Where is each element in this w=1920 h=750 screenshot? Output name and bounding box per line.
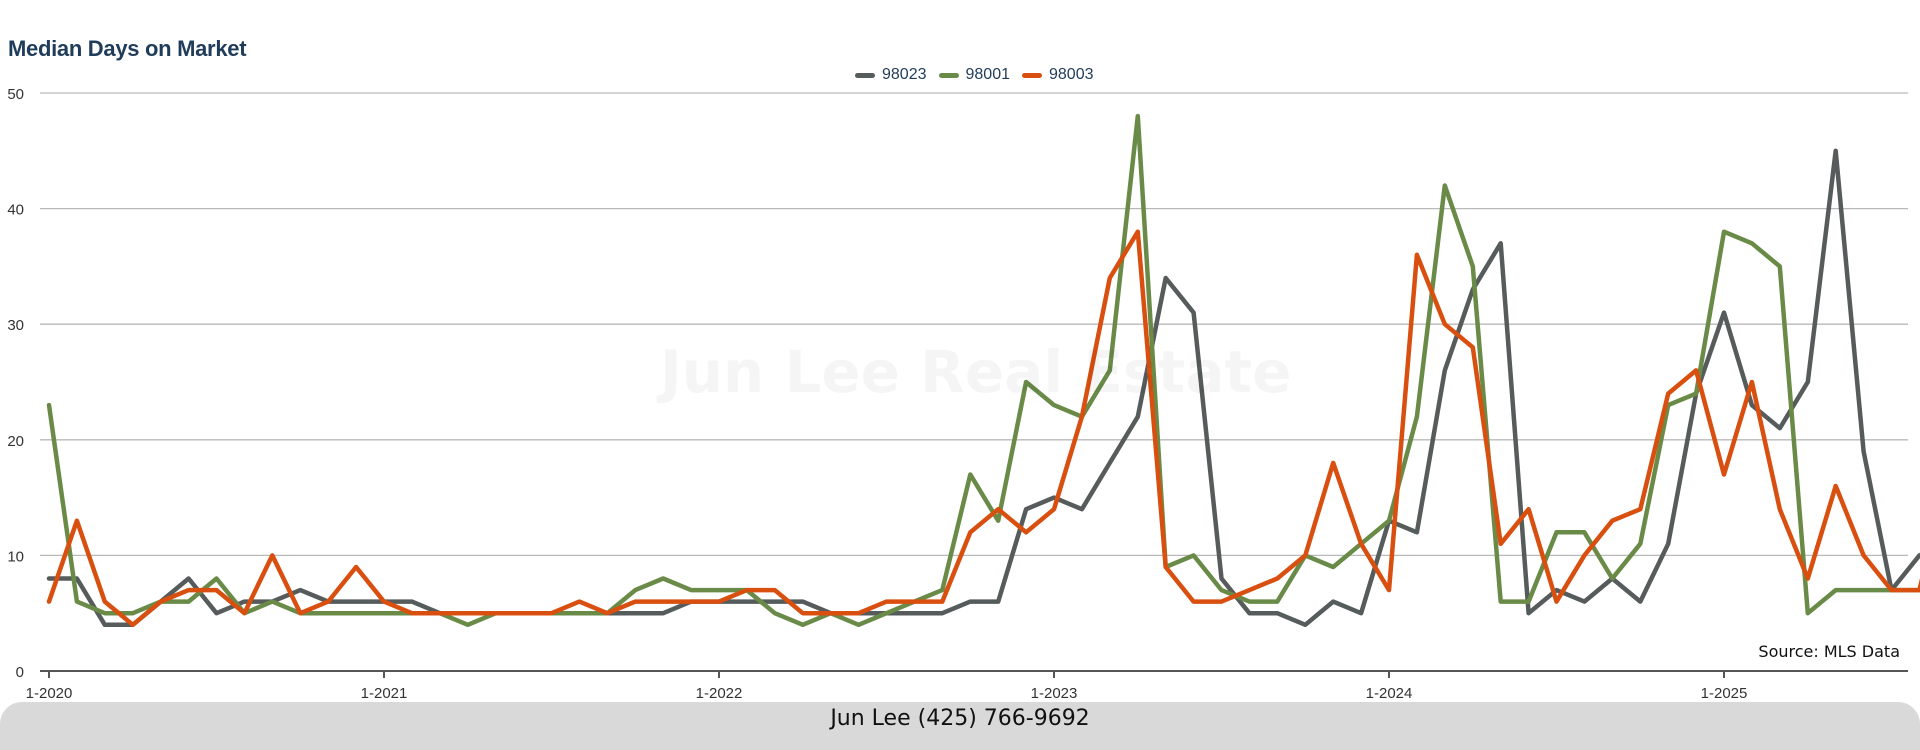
chart-title: Median Days on Market [8, 36, 247, 61]
y-tick-label: 0 [16, 664, 24, 681]
y-tick-label: 40 [7, 202, 24, 219]
y-tick-label: 50 [7, 86, 24, 103]
chart-plot: 0 10 20 30 40 50 1-2020 1-2021 1-2022 1-2023 1-202… [7, 86, 1920, 702]
legend-label: 98001 [965, 66, 1011, 83]
x-tick-label: 1-2022 [696, 685, 743, 702]
legend-swatch [938, 72, 959, 78]
footer-bar [0, 702, 1920, 750]
legend-label: 98023 [882, 66, 927, 83]
series-line-98023 [46, 148, 1920, 628]
series-line-98003 [46, 229, 1920, 628]
x-tick-label: 1-2020 [26, 685, 73, 702]
x-tick-label: 1-2023 [1031, 685, 1078, 702]
x-tick-label: 1-2024 [1366, 685, 1413, 702]
legend-item-98001[interactable]: 98001 [938, 66, 1011, 84]
legend-label: 98003 [1049, 66, 1094, 83]
legend-item-98003[interactable]: 98003 [1022, 66, 1094, 84]
x-tick-label: 1-2021 [361, 685, 408, 702]
watermark: Jun Lee Real Estate [660, 338, 1291, 406]
y-tick-label: 20 [7, 433, 24, 450]
y-tick-label: 30 [7, 317, 24, 334]
chart-legend: 98023 98001 98003 [855, 66, 1106, 84]
x-tick-label: 1-2025 [1701, 685, 1748, 702]
source-note: Source: MLS Data [1758, 642, 1900, 661]
legend-item-98023[interactable]: 98023 [855, 66, 927, 84]
series-line-98001 [46, 113, 1920, 628]
footer-contact: Jun Lee (425) 766-9692 [830, 706, 1090, 731]
legend-swatch [1022, 72, 1042, 78]
legend-swatch [855, 72, 875, 78]
y-tick-label: 10 [7, 548, 24, 565]
